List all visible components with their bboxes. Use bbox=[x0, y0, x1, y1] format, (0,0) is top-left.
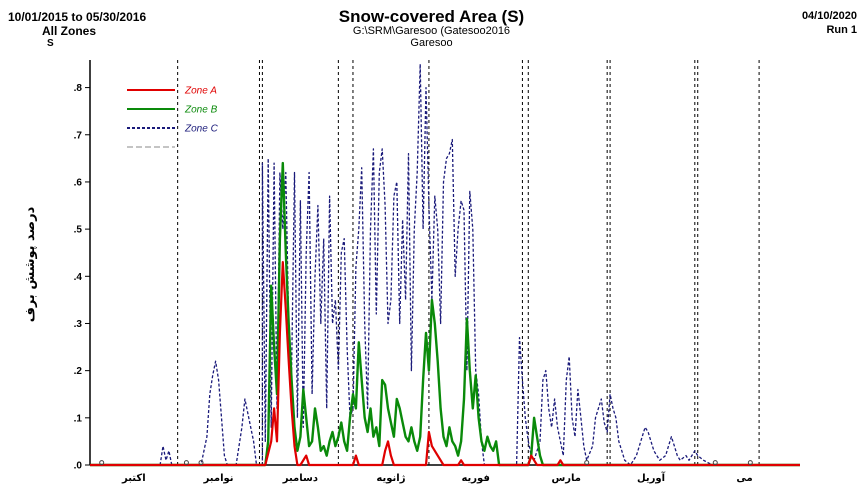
date-range: 10/01/2015 to 05/30/2016 bbox=[8, 10, 147, 24]
legend-label-zone-a: Zone A bbox=[184, 86, 217, 97]
month-label: اکتبر bbox=[121, 473, 146, 484]
y-tick-label: .5 bbox=[74, 225, 83, 236]
zones-label: All Zones bbox=[42, 24, 97, 38]
month-label: ژانویه bbox=[376, 473, 405, 484]
axes: .0 .1 .2 .3 .4 .5 .6 .7 .8 درصد پوشش برف اکتبر نوام… bbox=[23, 60, 800, 484]
baseline-marker bbox=[747, 460, 753, 466]
series-layer bbox=[90, 63, 800, 467]
y-tick-label: .6 bbox=[74, 177, 83, 188]
baseline-marker bbox=[198, 460, 204, 466]
s-label: S bbox=[47, 38, 54, 49]
y-tick-label: .3 bbox=[74, 319, 83, 330]
baseline-marker bbox=[712, 460, 718, 466]
station-name: Garesoo bbox=[410, 37, 453, 49]
file-path: G:\SRM\Garesoo (Gatesoo2016 bbox=[352, 25, 511, 37]
series-line-zone-b bbox=[90, 161, 800, 467]
baseline-marker bbox=[584, 460, 590, 466]
y-axis-label: درصد پوشش برف bbox=[23, 206, 38, 322]
run-label: Run 1 bbox=[826, 24, 857, 36]
y-tick-label: .8 bbox=[74, 83, 83, 94]
legend-label-zone-b: Zone B bbox=[184, 105, 218, 116]
y-tick-label: .0 bbox=[74, 461, 83, 472]
series-line-zone-c bbox=[90, 63, 800, 466]
month-label: فوریه bbox=[461, 473, 489, 484]
y-tick-label: .1 bbox=[74, 413, 83, 424]
month-label: آوریل bbox=[637, 471, 666, 484]
run-date: 04/10/2020 bbox=[801, 10, 857, 22]
y-tick-label: .4 bbox=[74, 272, 83, 283]
baseline-marker bbox=[99, 460, 105, 466]
month-label: مارس bbox=[551, 473, 581, 484]
y-tick-label: .2 bbox=[74, 366, 83, 377]
month-label: نوامبر bbox=[203, 473, 234, 484]
baseline-marker bbox=[183, 460, 189, 466]
month-label: دسامبر bbox=[282, 473, 318, 484]
chart-title: Snow-covered Area (S) bbox=[338, 7, 525, 26]
legend-label-zone-c: Zone C bbox=[184, 124, 219, 135]
y-tick-label: .7 bbox=[74, 130, 83, 141]
legend: Zone A Zone B Zone C bbox=[127, 86, 219, 148]
month-label: می bbox=[736, 473, 752, 484]
series-line-zone-a bbox=[90, 261, 800, 467]
